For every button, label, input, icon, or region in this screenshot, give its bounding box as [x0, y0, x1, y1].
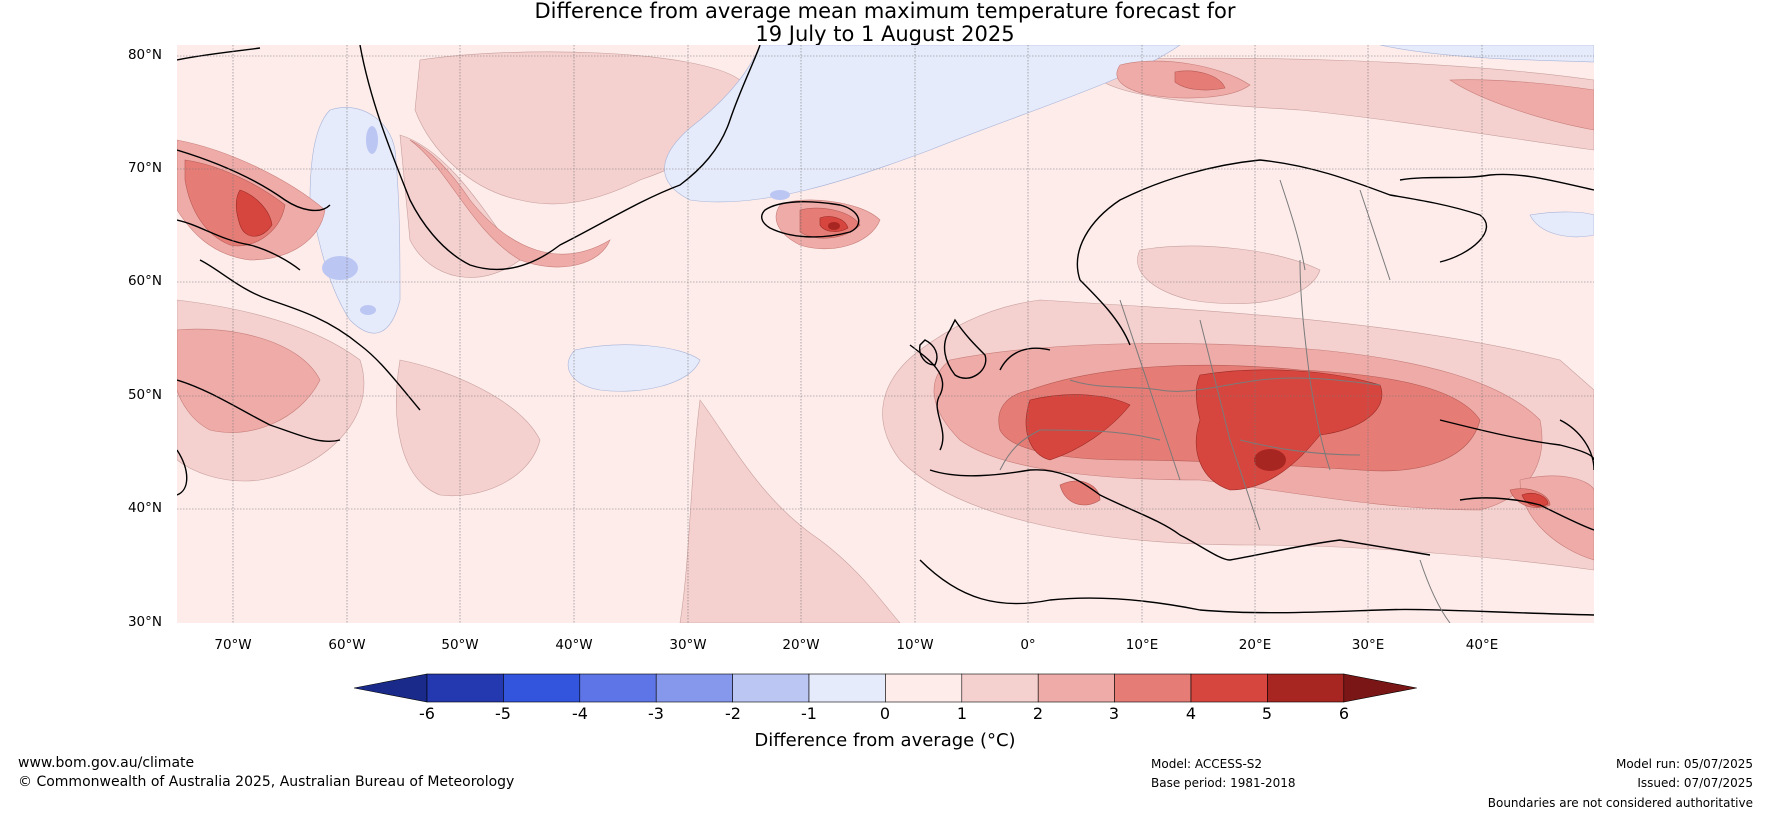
- lat-label-30n: 30°N: [127, 614, 162, 630]
- graticule: [177, 45, 1594, 623]
- lon-label-30e: 30°E: [1351, 637, 1385, 653]
- colorbar-tick: -1: [801, 704, 817, 723]
- colorbar-tick: -4: [572, 704, 588, 723]
- colorbar-tick: 2: [1032, 704, 1044, 723]
- footer-website: www.bom.gov.au/climate: [18, 755, 195, 771]
- colorbar-segment: [1114, 673, 1192, 703]
- colorbar: [353, 673, 1417, 703]
- footer-copyright: © Commonwealth of Australia 2025, Austra…: [18, 774, 515, 790]
- lon-label-40e: 40°E: [1465, 637, 1499, 653]
- lon-label-40w: 40°W: [555, 637, 593, 653]
- colorbar-extend-low: [353, 673, 428, 703]
- colorbar-segment: [426, 673, 504, 703]
- lat-label-60n: 60°N: [127, 273, 162, 289]
- colorbar-segment: [503, 673, 581, 703]
- lon-label-10w: 10°W: [896, 637, 934, 653]
- anomaly-5-6-regions: [828, 222, 1286, 471]
- colorbar-segment: [655, 673, 733, 703]
- lon-label-30w: 30°W: [669, 637, 707, 653]
- footer-issued: Issued: 07/07/2025: [1637, 776, 1753, 790]
- map-title-line2: 19 July to 1 August 2025: [755, 22, 1015, 46]
- colorbar-segment: [1037, 673, 1115, 703]
- lon-label-0: 0°: [1020, 637, 1036, 653]
- footer-disclaimer: Boundaries are not considered authoritat…: [1487, 796, 1753, 810]
- lon-label-10e: 10°E: [1125, 637, 1159, 653]
- map-title: Difference from average mean maximum tem…: [0, 0, 1770, 46]
- anomaly-4-5-regions: [235, 189, 1549, 507]
- colorbar-segment: [961, 673, 1039, 703]
- footer-base-period: Base period: 1981-2018: [1151, 776, 1296, 790]
- colorbar-segment: [732, 673, 810, 703]
- lon-label-20e: 20°E: [1238, 637, 1272, 653]
- lat-label-50n: 50°N: [127, 387, 162, 403]
- lon-label-60w: 60°W: [328, 637, 366, 653]
- colorbar-title: Difference from average (°C): [754, 730, 1016, 751]
- colorbar-tick: 5: [1261, 704, 1273, 723]
- colorbar-extend-high: [1343, 673, 1417, 703]
- colorbar-tick: 6: [1338, 704, 1350, 723]
- colorbar-segment: [885, 673, 963, 703]
- colorbar-tick: -3: [648, 704, 664, 723]
- colorbar-tick: -5: [495, 704, 511, 723]
- map-title-line1: Difference from average mean maximum tem…: [534, 0, 1236, 23]
- colorbar-segment: [579, 673, 657, 703]
- colorbar-tick: -6: [419, 704, 435, 723]
- map-panel: [177, 45, 1594, 623]
- coastlines: [177, 45, 1594, 616]
- footer-model: Model: ACCESS-S2: [1151, 757, 1263, 771]
- lon-label-70w: 70°W: [214, 637, 252, 653]
- colorbar-segment: [808, 673, 886, 703]
- colorbar-tick: 1: [956, 704, 968, 723]
- lat-label-70n: 70°N: [127, 160, 162, 176]
- colorbar-tick: 3: [1108, 704, 1120, 723]
- lon-label-20w: 20°W: [782, 637, 820, 653]
- footer-model-run: Model run: 05/07/2025: [1615, 757, 1753, 771]
- colorbar-segment: [1190, 673, 1268, 703]
- colorbar-tick: -2: [725, 704, 741, 723]
- lat-label-40n: 40°N: [127, 500, 162, 516]
- borders: [999, 179, 1451, 623]
- colorbar-tick: 4: [1185, 704, 1197, 723]
- colorbar-segment: [1267, 673, 1345, 703]
- colorbar-tick: 0: [879, 704, 891, 723]
- lon-label-50w: 50°W: [441, 637, 479, 653]
- lat-label-80n: 80°N: [127, 47, 162, 63]
- anomaly-neg2-neg1-regions: [322, 126, 790, 315]
